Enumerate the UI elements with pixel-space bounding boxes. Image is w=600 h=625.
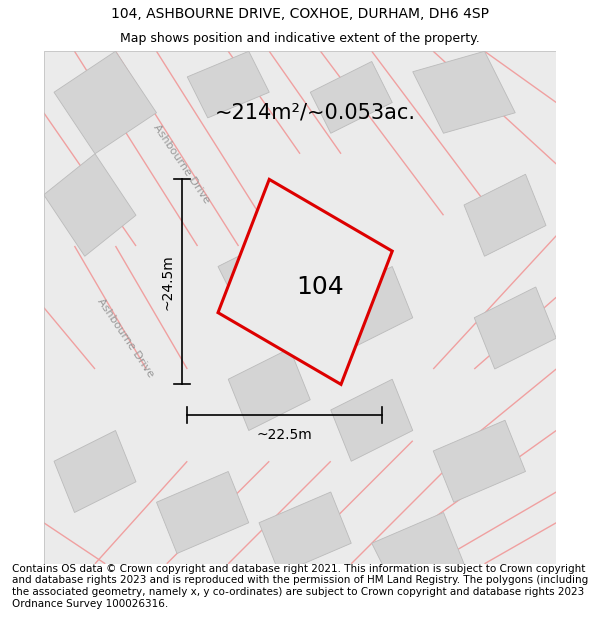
Text: 104: 104 [296,275,344,299]
Polygon shape [44,154,136,256]
Polygon shape [54,431,136,512]
Polygon shape [157,471,249,554]
Polygon shape [331,266,413,349]
Text: ~22.5m: ~22.5m [257,428,313,442]
Polygon shape [218,236,310,328]
Polygon shape [433,420,526,502]
Polygon shape [228,349,310,431]
Polygon shape [54,51,157,154]
Text: ~214m²/~0.053ac.: ~214m²/~0.053ac. [215,102,416,122]
Text: Contains OS data © Crown copyright and database right 2021. This information is : Contains OS data © Crown copyright and d… [12,564,588,609]
Polygon shape [310,61,392,133]
Text: ~24.5m: ~24.5m [160,254,175,310]
Text: 104, ASHBOURNE DRIVE, COXHOE, DURHAM, DH6 4SP: 104, ASHBOURNE DRIVE, COXHOE, DURHAM, DH… [111,8,489,21]
Polygon shape [218,179,392,384]
Text: Map shows position and indicative extent of the property.: Map shows position and indicative extent… [120,32,480,45]
Polygon shape [413,51,515,133]
Text: Ashbourne Drive: Ashbourne Drive [95,297,155,379]
Text: Ashbourne Drive: Ashbourne Drive [151,122,212,206]
Polygon shape [372,512,464,584]
Polygon shape [464,174,546,256]
Polygon shape [331,379,413,461]
Polygon shape [187,51,269,118]
Polygon shape [259,492,351,574]
Polygon shape [474,287,556,369]
